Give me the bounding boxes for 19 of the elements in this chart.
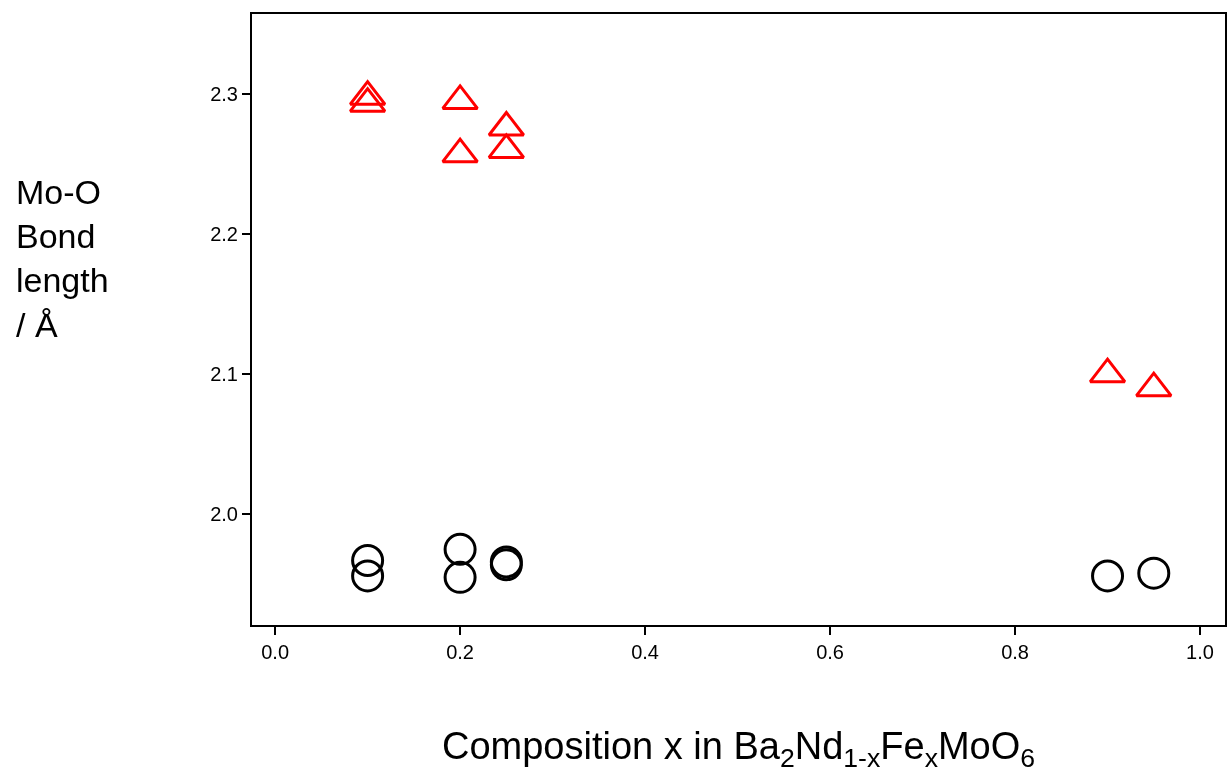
x-axis-title: Composition x in Ba$_{2}$Nd$_{1-x}$Fe$_{x}$MoO$_{6}$ [442,725,1036,771]
point [441,137,479,164]
x-tick-label: 0.0 [261,641,290,663]
point [351,559,385,593]
point [1137,556,1171,590]
point [351,544,385,578]
point [443,560,477,594]
y-tick-label: 2.2 [210,223,238,246]
x-tick-label: 0.4 [631,641,659,663]
y-tick-label: 2.3 [210,82,238,105]
y-tick-label: 2.0 [210,503,238,526]
x-tick-label: 1.0 [1186,641,1214,663]
x-tick-label: 0.8 [1001,641,1029,663]
y-axis-title: Mo-O Bond length / Å [16,173,109,344]
point [1091,559,1125,593]
y-tick-label: 2.1 [210,363,238,386]
x-tick-label: 0.2 [446,641,475,663]
point [443,532,477,566]
x-tick-label: 0.6 [816,641,844,663]
